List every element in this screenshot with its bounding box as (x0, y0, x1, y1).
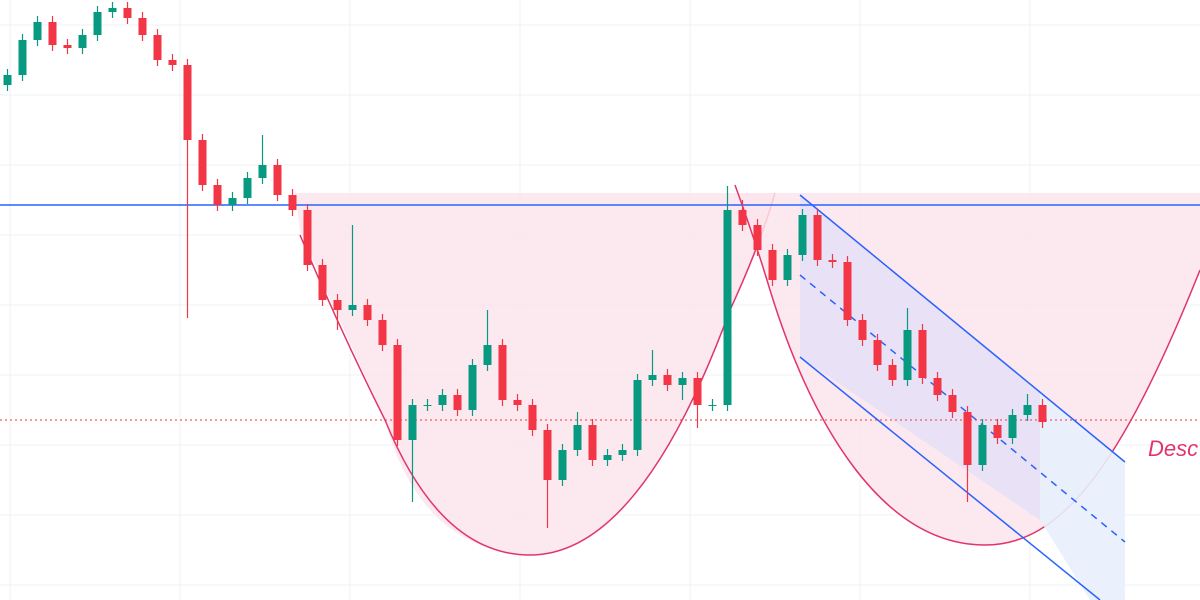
candle-body (858, 320, 867, 340)
candle-body (798, 215, 807, 255)
candle-body (153, 35, 162, 60)
candle-body (948, 395, 957, 412)
candle-body (813, 215, 822, 260)
candle-body (888, 365, 897, 380)
candle-body (303, 210, 312, 265)
candle-body (258, 165, 267, 178)
candle-body (438, 395, 447, 405)
candle-body (393, 345, 402, 440)
candle-body (573, 425, 582, 450)
candle-body (348, 305, 357, 310)
candle-body (618, 450, 627, 455)
candle-body (453, 395, 462, 410)
candle-body (1038, 405, 1047, 422)
candle-body (768, 250, 777, 280)
cup-area (295, 193, 775, 556)
candle-body (183, 65, 192, 140)
candle-body (603, 455, 612, 460)
candle-body (108, 8, 117, 12)
candle-body (318, 265, 327, 300)
candle-body (558, 450, 567, 480)
candle-body (408, 405, 417, 440)
candle-body (93, 12, 102, 35)
candle-body (648, 375, 657, 380)
candle-body (78, 35, 87, 48)
candle-body (933, 378, 942, 395)
candle-body (468, 365, 477, 410)
candle-body (138, 18, 147, 35)
candle-body (963, 412, 972, 465)
candle-body (873, 340, 882, 365)
candle-body (513, 400, 522, 405)
candle-body (1008, 415, 1017, 438)
channel-mid (799, 274, 1126, 543)
candle-body (918, 330, 927, 378)
candle-body (678, 378, 687, 385)
channel-top (799, 194, 1126, 463)
candle-body (753, 225, 762, 250)
candle-body (33, 22, 42, 40)
candle-body (483, 345, 492, 365)
candle-body (723, 210, 732, 405)
candle-body (843, 262, 852, 320)
levels (0, 204, 1200, 421)
candle-body (168, 60, 177, 65)
candle-body (423, 405, 432, 406)
candle-body (633, 380, 642, 450)
candle-body (903, 330, 912, 380)
candle-body (228, 198, 237, 205)
candle-body (528, 405, 537, 430)
candle-body (273, 165, 282, 195)
candle-body (288, 195, 297, 210)
candle-body (3, 75, 12, 85)
candle-body (18, 40, 27, 75)
candle-body (243, 178, 252, 198)
candle-body (333, 300, 342, 310)
cup-curve (299, 192, 776, 556)
candle-body (378, 320, 387, 345)
candle-body (543, 430, 552, 480)
candle-body (1023, 405, 1032, 415)
candle-body (63, 45, 72, 48)
candle-body (828, 260, 837, 262)
candle-body (498, 345, 507, 400)
candles (3, 2, 1047, 528)
candle-body (123, 8, 132, 18)
candle-body (708, 405, 717, 406)
candle-body (738, 210, 747, 225)
candle-body (663, 375, 672, 385)
candle-body (978, 425, 987, 465)
candle-body (48, 22, 57, 45)
channel-projection (1040, 392, 1125, 600)
candle-body (213, 185, 222, 205)
candle-body (693, 378, 702, 405)
candle-body (588, 425, 597, 460)
candle-body (993, 425, 1002, 438)
channel-bottom (799, 356, 1101, 600)
candle-body (198, 140, 207, 185)
candle-body (363, 305, 372, 320)
annotation: Desc (1148, 436, 1198, 461)
candle-body (783, 255, 792, 280)
